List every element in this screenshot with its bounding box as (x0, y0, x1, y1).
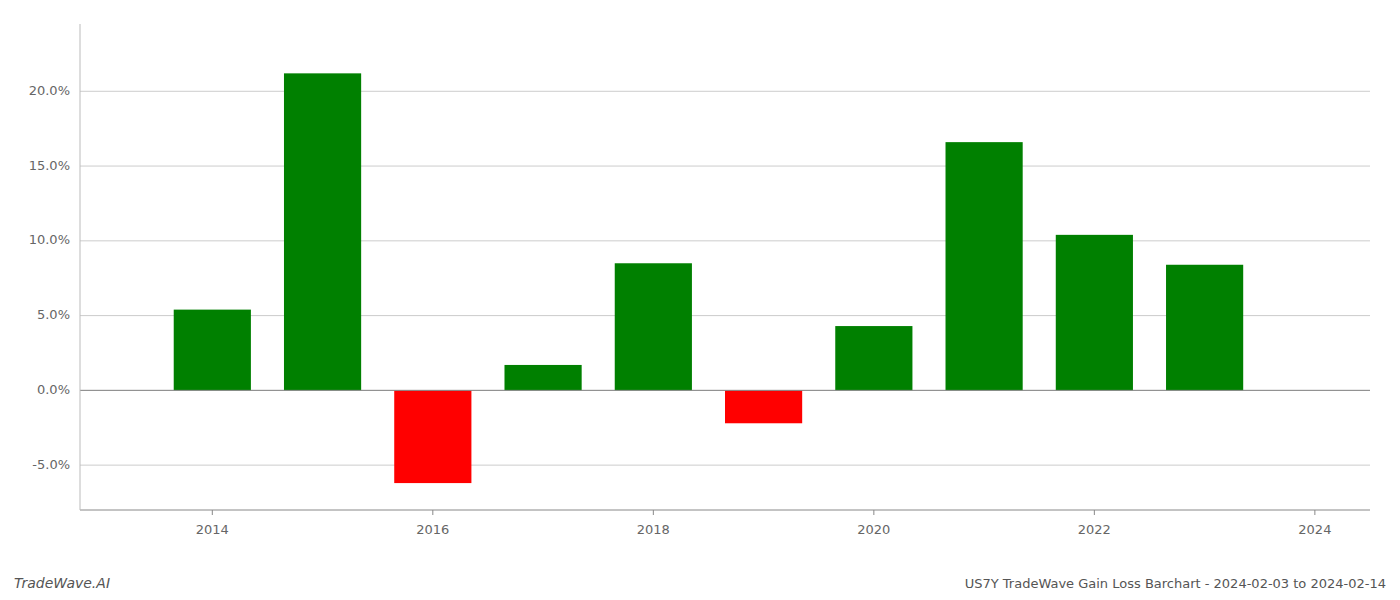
bars (174, 73, 1243, 483)
bar (946, 142, 1023, 390)
bar (1166, 265, 1243, 391)
x-tick (873, 510, 874, 515)
tick-labels: -5.0% 0.0% 5.0% 10.0% 15.0% 20.0% 2014 2016 2018… (29, 83, 1332, 537)
y-tick-label: 15.0% (29, 158, 70, 173)
bar (174, 310, 251, 391)
grid-line (80, 91, 1370, 92)
grid-line (80, 390, 1370, 391)
chart: -5.0% 0.0% 5.0% 10.0% 15.0% 20.0% 2014 2016 2018… (0, 0, 1400, 600)
x-tick (432, 510, 433, 515)
y-tick-label: 0.0% (37, 382, 70, 397)
x-tick-label: 2024 (1298, 522, 1331, 537)
x-axis-line (80, 510, 1370, 511)
x-tick-label: 2020 (857, 522, 890, 537)
bar (1056, 235, 1133, 391)
watermark: TradeWave.AI (14, 575, 110, 591)
chart-container: -5.0% 0.0% 5.0% 10.0% 15.0% 20.0% 2014 2016 2018… (0, 0, 1400, 600)
y-axis-line (80, 24, 81, 510)
y-tick-label: 10.0% (29, 232, 70, 247)
x-tick (1094, 510, 1095, 515)
bar (725, 390, 802, 423)
bar (504, 365, 581, 390)
y-tick-label: 5.0% (37, 307, 70, 322)
bar (615, 263, 692, 390)
x-tick-label: 2022 (1078, 522, 1111, 537)
zero-line (80, 390, 1370, 391)
grid-line (80, 465, 1370, 466)
x-tick-label: 2018 (637, 522, 670, 537)
x-tick-label: 2014 (196, 522, 229, 537)
x-tick (212, 510, 213, 515)
grid-line (80, 240, 1370, 241)
grid-line (80, 166, 1370, 167)
x-tick-label: 2016 (416, 522, 449, 537)
x-tick (1314, 510, 1315, 515)
bar (835, 326, 912, 390)
bar (284, 73, 361, 390)
y-tick-label: -5.0% (32, 457, 70, 472)
title: US7Y TradeWave Gain Loss Barchart - 2024… (965, 576, 1386, 591)
y-tick-label: 20.0% (29, 83, 70, 98)
x-tick (653, 510, 654, 515)
grid (80, 91, 1370, 465)
bar (394, 390, 471, 483)
